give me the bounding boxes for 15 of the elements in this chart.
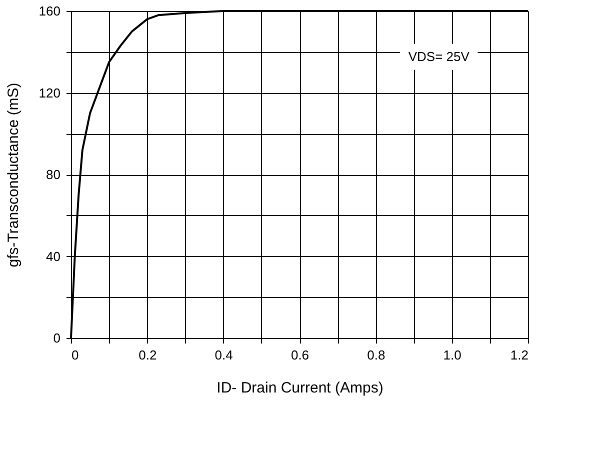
- x-tick-label: 0.2: [138, 348, 157, 362]
- y-tick-label: 0: [53, 330, 60, 346]
- y-tick-label: 120: [38, 85, 60, 100]
- x-tick-label: 0.8: [367, 348, 386, 362]
- y-tick-label: 80: [46, 167, 60, 182]
- x-tick-label: 1.2: [510, 348, 528, 362]
- x-tick-label: 0.6: [290, 348, 310, 362]
- annotation: VDS= 25V: [408, 48, 470, 64]
- y-tick-label: 40: [46, 248, 60, 264]
- y-tick-label: 160: [38, 4, 60, 18]
- x-tick-label: 0: [72, 348, 79, 362]
- x-tick-label: 1.0: [443, 348, 462, 362]
- x-tick-label: 0.4: [214, 348, 233, 362]
- x-axis-title: ID- Drain Current (Amps): [216, 380, 384, 396]
- y-axis-title: gfs-Transconductance (mS): [4, 82, 22, 268]
